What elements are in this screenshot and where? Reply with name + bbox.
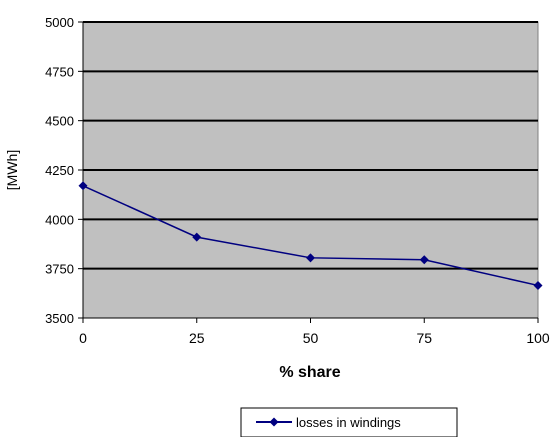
x-tick-label: 75 — [416, 330, 432, 346]
data-point — [419, 255, 429, 265]
x-tick-label: 50 — [303, 330, 319, 346]
data-point — [533, 280, 543, 290]
series-layer — [78, 181, 543, 290]
y-tick-label: 4500 — [45, 114, 74, 129]
legend-label: losses in windings — [296, 415, 401, 430]
y-tick-label: 4250 — [45, 163, 74, 178]
legend-marker — [269, 417, 279, 427]
y-tick-label: 4750 — [45, 64, 74, 79]
data-point — [306, 253, 315, 263]
y-tick-label: 5000 — [45, 15, 74, 30]
x-axis-label: % share — [279, 364, 340, 381]
y-axis-label: [MWh] — [4, 150, 20, 190]
x-tick-label: 100 — [526, 330, 550, 346]
legend: losses in windings — [240, 407, 458, 438]
y-tick-label: 3750 — [45, 262, 74, 277]
y-tick-label: 4000 — [45, 212, 74, 227]
axes: 3500 3750 4000 4250 4500 4750 5000 0 25 50 75 100 — [45, 15, 550, 346]
data-point — [192, 232, 202, 242]
data-point — [78, 181, 88, 191]
y-tick-label: 3500 — [45, 311, 74, 326]
x-tick-label: 0 — [79, 330, 87, 346]
x-tick-label: 25 — [189, 330, 205, 346]
